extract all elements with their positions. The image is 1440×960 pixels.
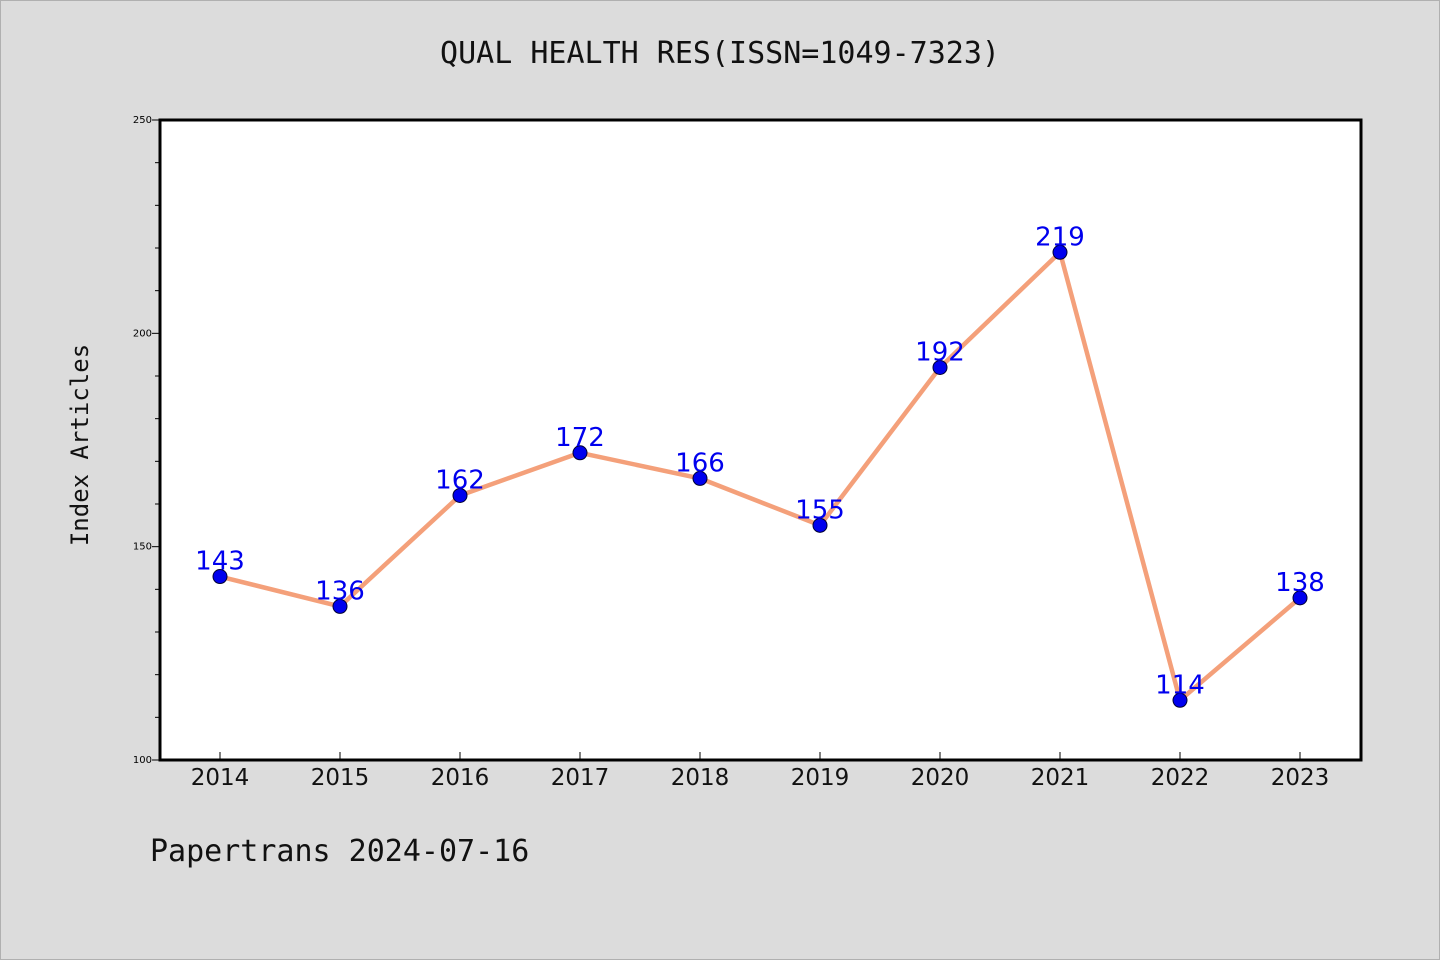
data-label: 219 bbox=[1035, 222, 1085, 252]
y-tick-label: 250 bbox=[133, 115, 152, 126]
y-tick-label: 100 bbox=[133, 755, 152, 766]
chart-title: QUAL HEALTH RES(ISSN=1049-7323) bbox=[440, 36, 1000, 71]
data-point bbox=[452, 487, 468, 503]
data-label: 114 bbox=[1155, 670, 1205, 700]
data-point bbox=[932, 359, 948, 375]
data-point bbox=[1292, 590, 1308, 606]
data-point bbox=[692, 470, 708, 486]
plot-area bbox=[158, 118, 1363, 762]
data-point bbox=[332, 598, 348, 614]
y-tick-label: 200 bbox=[133, 328, 152, 339]
x-tick-label: 2021 bbox=[1031, 765, 1090, 791]
data-label: 155 bbox=[795, 495, 845, 525]
x-tick-label: 2023 bbox=[1271, 765, 1330, 791]
x-tick-label: 2018 bbox=[671, 765, 730, 791]
data-point bbox=[572, 445, 588, 461]
x-tick-label: 2019 bbox=[791, 765, 850, 791]
data-point bbox=[812, 517, 828, 533]
x-axis: 2014 2015 2016 2017 2018 2019 2020 2021 2022 2023 bbox=[191, 752, 1330, 791]
data-label: 138 bbox=[1275, 568, 1325, 598]
data-point bbox=[212, 569, 228, 585]
data-label: 166 bbox=[675, 448, 725, 478]
x-tick-label: 2022 bbox=[1151, 765, 1210, 791]
data-label: 192 bbox=[915, 337, 965, 367]
data-label: 172 bbox=[555, 423, 605, 453]
footer-credit: Papertrans 2024-07-16 bbox=[150, 834, 530, 869]
x-tick-label: 2020 bbox=[911, 765, 970, 791]
data-label: 162 bbox=[435, 465, 485, 495]
x-tick-label: 2014 bbox=[191, 765, 250, 791]
y-tick-label: 150 bbox=[133, 542, 152, 553]
x-tick-label: 2016 bbox=[431, 765, 490, 791]
y-axis: 100 150 200 250 bbox=[133, 115, 160, 766]
data-label: 136 bbox=[315, 576, 365, 606]
data-point bbox=[1172, 692, 1188, 708]
data-point bbox=[1052, 244, 1068, 260]
x-tick-label: 2015 bbox=[311, 765, 370, 791]
x-tick-label: 2017 bbox=[551, 765, 610, 791]
data-label: 143 bbox=[195, 547, 245, 577]
series-line bbox=[219, 250, 1302, 703]
series: 143 136 162 172 166 155 192 219 114 138 bbox=[195, 222, 1325, 708]
